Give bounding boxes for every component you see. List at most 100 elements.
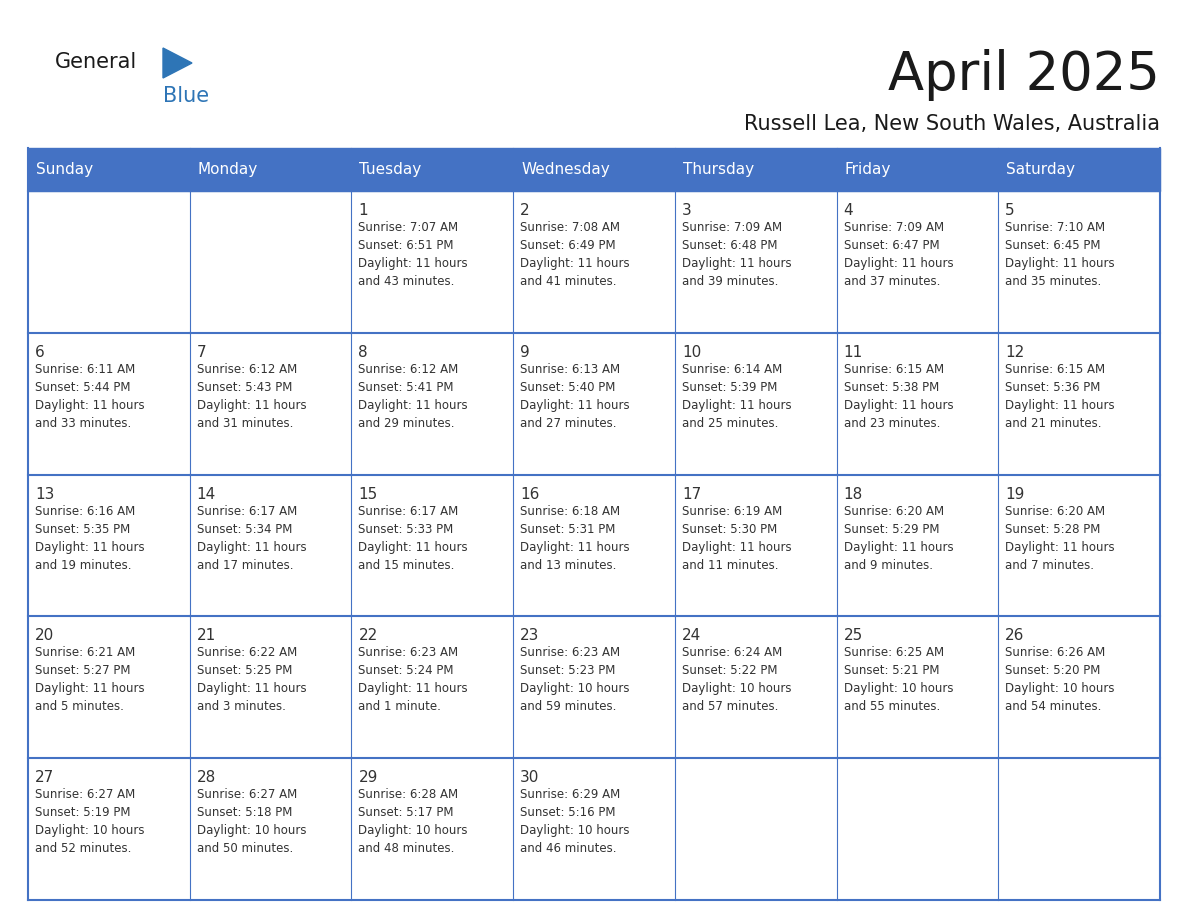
Text: Sunrise: 6:13 AM
Sunset: 5:40 PM
Daylight: 11 hours
and 27 minutes.: Sunrise: 6:13 AM Sunset: 5:40 PM Dayligh…	[520, 363, 630, 430]
Text: 6: 6	[34, 345, 45, 360]
Bar	[998, 616, 1159, 758]
Bar	[675, 475, 836, 616]
Bar	[998, 191, 1159, 333]
Text: Sunrise: 6:27 AM
Sunset: 5:19 PM
Daylight: 10 hours
and 52 minutes.: Sunrise: 6:27 AM Sunset: 5:19 PM Dayligh…	[34, 789, 145, 856]
Text: Sunrise: 6:26 AM
Sunset: 5:20 PM
Daylight: 10 hours
and 54 minutes.: Sunrise: 6:26 AM Sunset: 5:20 PM Dayligh…	[1005, 646, 1114, 713]
Bar	[352, 475, 513, 616]
Text: 26: 26	[1005, 629, 1025, 644]
Bar	[513, 616, 675, 758]
Bar	[190, 475, 352, 616]
Bar	[190, 333, 352, 475]
Bar	[29, 616, 190, 758]
Bar	[190, 191, 352, 333]
Text: Sunrise: 6:15 AM
Sunset: 5:36 PM
Daylight: 11 hours
and 21 minutes.: Sunrise: 6:15 AM Sunset: 5:36 PM Dayligh…	[1005, 363, 1114, 430]
Text: 11: 11	[843, 345, 862, 360]
Bar	[190, 758, 352, 900]
Text: Sunrise: 7:09 AM
Sunset: 6:47 PM
Daylight: 11 hours
and 37 minutes.: Sunrise: 7:09 AM Sunset: 6:47 PM Dayligh…	[843, 221, 953, 288]
Text: 24: 24	[682, 629, 701, 644]
Text: 27: 27	[34, 770, 55, 785]
Text: Sunrise: 6:21 AM
Sunset: 5:27 PM
Daylight: 11 hours
and 5 minutes.: Sunrise: 6:21 AM Sunset: 5:27 PM Dayligh…	[34, 646, 145, 713]
Text: 17: 17	[682, 487, 701, 501]
Bar	[352, 758, 513, 900]
Bar	[513, 475, 675, 616]
Bar	[352, 333, 513, 475]
Text: Sunrise: 6:28 AM
Sunset: 5:17 PM
Daylight: 10 hours
and 48 minutes.: Sunrise: 6:28 AM Sunset: 5:17 PM Dayligh…	[359, 789, 468, 856]
Text: Sunrise: 7:10 AM
Sunset: 6:45 PM
Daylight: 11 hours
and 35 minutes.: Sunrise: 7:10 AM Sunset: 6:45 PM Dayligh…	[1005, 221, 1114, 288]
Text: 30: 30	[520, 770, 539, 785]
Bar	[836, 333, 998, 475]
Text: 22: 22	[359, 629, 378, 644]
Bar	[513, 758, 675, 900]
Bar	[998, 758, 1159, 900]
Text: 23: 23	[520, 629, 539, 644]
Text: 29: 29	[359, 770, 378, 785]
Text: 25: 25	[843, 629, 862, 644]
Text: Sunrise: 6:23 AM
Sunset: 5:24 PM
Daylight: 11 hours
and 1 minute.: Sunrise: 6:23 AM Sunset: 5:24 PM Dayligh…	[359, 646, 468, 713]
Bar	[513, 191, 675, 333]
Text: Sunrise: 6:24 AM
Sunset: 5:22 PM
Daylight: 10 hours
and 57 minutes.: Sunrise: 6:24 AM Sunset: 5:22 PM Dayligh…	[682, 646, 791, 713]
Text: Sunrise: 6:29 AM
Sunset: 5:16 PM
Daylight: 10 hours
and 46 minutes.: Sunrise: 6:29 AM Sunset: 5:16 PM Dayligh…	[520, 789, 630, 856]
Text: Blue: Blue	[163, 86, 209, 106]
Text: Sunrise: 6:16 AM
Sunset: 5:35 PM
Daylight: 11 hours
and 19 minutes.: Sunrise: 6:16 AM Sunset: 5:35 PM Dayligh…	[34, 505, 145, 572]
Text: 20: 20	[34, 629, 55, 644]
Text: 8: 8	[359, 345, 368, 360]
Bar	[29, 148, 1159, 191]
Text: Sunday: Sunday	[36, 162, 93, 177]
Text: Sunrise: 6:11 AM
Sunset: 5:44 PM
Daylight: 11 hours
and 33 minutes.: Sunrise: 6:11 AM Sunset: 5:44 PM Dayligh…	[34, 363, 145, 430]
Text: Russell Lea, New South Wales, Australia: Russell Lea, New South Wales, Australia	[744, 114, 1159, 134]
Text: 1: 1	[359, 203, 368, 218]
Text: Sunrise: 7:07 AM
Sunset: 6:51 PM
Daylight: 11 hours
and 43 minutes.: Sunrise: 7:07 AM Sunset: 6:51 PM Dayligh…	[359, 221, 468, 288]
Bar	[29, 475, 190, 616]
Text: 28: 28	[197, 770, 216, 785]
Text: April 2025: April 2025	[889, 49, 1159, 101]
Text: Sunrise: 6:23 AM
Sunset: 5:23 PM
Daylight: 10 hours
and 59 minutes.: Sunrise: 6:23 AM Sunset: 5:23 PM Dayligh…	[520, 646, 630, 713]
Text: Sunrise: 6:17 AM
Sunset: 5:33 PM
Daylight: 11 hours
and 15 minutes.: Sunrise: 6:17 AM Sunset: 5:33 PM Dayligh…	[359, 505, 468, 572]
Bar	[352, 191, 513, 333]
Text: 16: 16	[520, 487, 539, 501]
Text: Sunrise: 6:14 AM
Sunset: 5:39 PM
Daylight: 11 hours
and 25 minutes.: Sunrise: 6:14 AM Sunset: 5:39 PM Dayligh…	[682, 363, 791, 430]
Bar	[352, 616, 513, 758]
Text: Thursday: Thursday	[683, 162, 754, 177]
Bar	[675, 333, 836, 475]
Polygon shape	[163, 48, 192, 78]
Text: Sunrise: 6:19 AM
Sunset: 5:30 PM
Daylight: 11 hours
and 11 minutes.: Sunrise: 6:19 AM Sunset: 5:30 PM Dayligh…	[682, 505, 791, 572]
Bar	[190, 616, 352, 758]
Text: General: General	[55, 52, 138, 72]
Bar	[836, 475, 998, 616]
Bar	[998, 475, 1159, 616]
Bar	[675, 191, 836, 333]
Bar	[29, 191, 190, 333]
Text: 4: 4	[843, 203, 853, 218]
Text: 21: 21	[197, 629, 216, 644]
Text: Sunrise: 6:18 AM
Sunset: 5:31 PM
Daylight: 11 hours
and 13 minutes.: Sunrise: 6:18 AM Sunset: 5:31 PM Dayligh…	[520, 505, 630, 572]
Text: Sunrise: 7:09 AM
Sunset: 6:48 PM
Daylight: 11 hours
and 39 minutes.: Sunrise: 7:09 AM Sunset: 6:48 PM Dayligh…	[682, 221, 791, 288]
Bar	[675, 616, 836, 758]
Text: 7: 7	[197, 345, 207, 360]
Text: Wednesday: Wednesday	[522, 162, 609, 177]
Bar	[998, 333, 1159, 475]
Text: Sunrise: 6:20 AM
Sunset: 5:29 PM
Daylight: 11 hours
and 9 minutes.: Sunrise: 6:20 AM Sunset: 5:29 PM Dayligh…	[843, 505, 953, 572]
Bar	[29, 758, 190, 900]
Text: 13: 13	[34, 487, 55, 501]
Bar	[836, 758, 998, 900]
Text: 5: 5	[1005, 203, 1015, 218]
Bar	[675, 758, 836, 900]
Text: Sunrise: 6:27 AM
Sunset: 5:18 PM
Daylight: 10 hours
and 50 minutes.: Sunrise: 6:27 AM Sunset: 5:18 PM Dayligh…	[197, 789, 307, 856]
Text: 18: 18	[843, 487, 862, 501]
Text: Sunrise: 6:25 AM
Sunset: 5:21 PM
Daylight: 10 hours
and 55 minutes.: Sunrise: 6:25 AM Sunset: 5:21 PM Dayligh…	[843, 646, 953, 713]
Text: Sunrise: 6:22 AM
Sunset: 5:25 PM
Daylight: 11 hours
and 3 minutes.: Sunrise: 6:22 AM Sunset: 5:25 PM Dayligh…	[197, 646, 307, 713]
Text: 3: 3	[682, 203, 691, 218]
Text: Saturday: Saturday	[1006, 162, 1075, 177]
Bar	[513, 333, 675, 475]
Text: Sunrise: 6:15 AM
Sunset: 5:38 PM
Daylight: 11 hours
and 23 minutes.: Sunrise: 6:15 AM Sunset: 5:38 PM Dayligh…	[843, 363, 953, 430]
Text: Tuesday: Tuesday	[360, 162, 422, 177]
Text: Sunrise: 6:20 AM
Sunset: 5:28 PM
Daylight: 11 hours
and 7 minutes.: Sunrise: 6:20 AM Sunset: 5:28 PM Dayligh…	[1005, 505, 1114, 572]
Bar	[836, 616, 998, 758]
Text: 9: 9	[520, 345, 530, 360]
Text: Friday: Friday	[845, 162, 891, 177]
Text: Sunrise: 7:08 AM
Sunset: 6:49 PM
Daylight: 11 hours
and 41 minutes.: Sunrise: 7:08 AM Sunset: 6:49 PM Dayligh…	[520, 221, 630, 288]
Text: 15: 15	[359, 487, 378, 501]
Bar	[29, 333, 190, 475]
Text: Sunrise: 6:12 AM
Sunset: 5:41 PM
Daylight: 11 hours
and 29 minutes.: Sunrise: 6:12 AM Sunset: 5:41 PM Dayligh…	[359, 363, 468, 430]
Text: 10: 10	[682, 345, 701, 360]
